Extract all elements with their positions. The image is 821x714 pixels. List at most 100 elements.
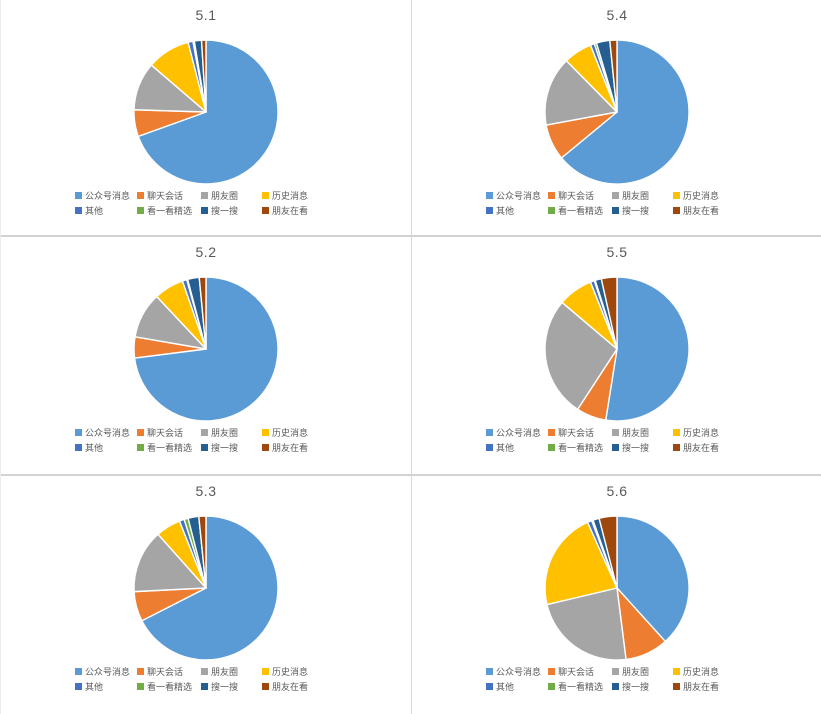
pie-legend: 公众号消息 聊天会话 朋友圈 历史消息 其他 看一看精选 搜一搜 朋友在看 [1,188,411,218]
legend-item-4: 历史消息 [262,426,411,439]
legend-item-1: 公众号消息 [75,665,137,678]
legend-color-swatch-icon [75,668,82,675]
legend-label: 朋友圈 [211,667,239,677]
pie-chart [544,276,690,422]
legend-item-8: 朋友在看 [673,204,821,217]
legend-color-swatch-icon [137,192,144,199]
legend-label: 朋友在看 [272,206,309,216]
legend-label: 公众号消息 [496,428,542,438]
legend-item-3: 朋友圈 [201,189,262,202]
legend-item-4: 历史消息 [262,189,411,202]
legend-label: 其他 [496,206,515,216]
legend-label: 搜一搜 [622,682,650,692]
legend-label: 公众号消息 [85,191,131,201]
chart-panel-5.3: 5.3 公众号消息 聊天会话 朋友圈 历史消息 其他 看一看精选 搜一搜 朋友在看 [1,476,412,714]
legend-item-6: 看一看精选 [548,441,612,454]
legend-color-swatch-icon [673,429,680,436]
legend-item-2: 聊天会话 [548,426,612,439]
legend-color-swatch-icon [548,444,555,451]
legend-item-1: 公众号消息 [75,189,137,202]
legend-color-swatch-icon [137,429,144,436]
legend-item-6: 看一看精选 [137,204,201,217]
legend-item-4: 历史消息 [673,189,821,202]
legend-label: 看一看精选 [147,206,193,216]
pie-slice-3 [544,301,618,410]
legend-item-4: 历史消息 [262,665,411,678]
legend-color-swatch-icon [548,429,555,436]
legend-color-swatch-icon [262,683,269,690]
legend-label: 公众号消息 [85,428,131,438]
legend-item-2: 聊天会话 [137,426,201,439]
chart-panel-5.4: 5.4 公众号消息 聊天会话 朋友圈 历史消息 其他 看一看精选 搜一搜 朋友在看 [412,0,821,237]
legend-item-8: 朋友在看 [673,680,821,693]
legend-label: 看一看精选 [558,206,604,216]
legend-color-swatch-icon [486,429,493,436]
legend-label: 看一看精选 [147,443,193,453]
legend-color-swatch-icon [75,683,82,690]
legend-label: 公众号消息 [496,667,542,677]
pie-slice-4 [544,521,618,606]
pie-slice-8 [600,276,618,350]
pie-legend: 公众号消息 聊天会话 朋友圈 历史消息 其他 看一看精选 搜一搜 朋友在看 [1,425,411,455]
legend-label: 朋友圈 [211,428,239,438]
legend-color-swatch-icon [612,207,619,214]
legend-item-2: 聊天会话 [548,189,612,202]
legend-color-swatch-icon [201,683,208,690]
legend-item-3: 朋友圈 [612,426,673,439]
legend-label: 历史消息 [272,191,309,201]
pie-slice-1 [605,276,690,422]
legend-color-swatch-icon [548,668,555,675]
legend-item-5: 其他 [486,204,548,217]
legend-label: 其他 [85,206,104,216]
chart-panel-5.5: 5.5 公众号消息 聊天会话 朋友圈 历史消息 其他 看一看精选 搜一搜 朋友在看 [412,237,821,476]
pie-slice-1 [137,39,279,185]
pie-slice-8 [198,515,207,589]
legend-label: 公众号消息 [496,191,542,201]
chart-title: 5.5 [606,244,628,260]
chart-title: 5.1 [195,7,217,23]
legend-label: 朋友在看 [272,443,309,453]
pie-chart [133,39,279,185]
legend-label: 聊天会话 [558,667,595,677]
legend-label: 朋友圈 [211,191,239,201]
legend-item-6: 看一看精选 [548,680,612,693]
legend-item-5: 其他 [486,680,548,693]
pie-slice-8 [200,39,207,113]
legend-color-swatch-icon [137,444,144,451]
legend-item-8: 朋友在看 [262,680,411,693]
legend-item-2: 聊天会话 [548,665,612,678]
legend-label: 聊天会话 [147,191,184,201]
pie-chart [544,515,690,661]
legend-color-swatch-icon [75,192,82,199]
legend-color-swatch-icon [612,192,619,199]
legend-color-swatch-icon [548,683,555,690]
legend-item-6: 看一看精选 [548,204,612,217]
legend-label: 其他 [85,443,104,453]
chart-title: 5.3 [195,483,217,499]
legend-color-swatch-icon [673,683,680,690]
legend-label: 看一看精选 [147,682,193,692]
legend-color-swatch-icon [262,207,269,214]
legend-item-5: 其他 [75,680,137,693]
legend-color-swatch-icon [612,429,619,436]
legend-color-swatch-icon [137,683,144,690]
legend-label: 搜一搜 [622,206,650,216]
legend-color-swatch-icon [75,444,82,451]
legend-color-swatch-icon [201,668,208,675]
legend-label: 看一看精选 [558,682,604,692]
chart-title: 5.6 [606,483,628,499]
legend-color-swatch-icon [612,444,619,451]
legend-label: 历史消息 [272,667,309,677]
legend-label: 朋友在看 [272,682,309,692]
legend-item-1: 公众号消息 [486,189,548,202]
pie-legend: 公众号消息 聊天会话 朋友圈 历史消息 其他 看一看精选 搜一搜 朋友在看 [412,188,821,218]
pie-slice-8 [598,515,618,589]
legend-item-5: 其他 [75,204,137,217]
legend-color-swatch-icon [486,444,493,451]
legend-color-swatch-icon [673,668,680,675]
legend-color-swatch-icon [548,207,555,214]
legend-label: 其他 [496,443,515,453]
chart-panel-5.6: 5.6 公众号消息 聊天会话 朋友圈 历史消息 其他 看一看精选 搜一搜 朋友在看 [412,476,821,714]
pie-chart [544,39,690,185]
